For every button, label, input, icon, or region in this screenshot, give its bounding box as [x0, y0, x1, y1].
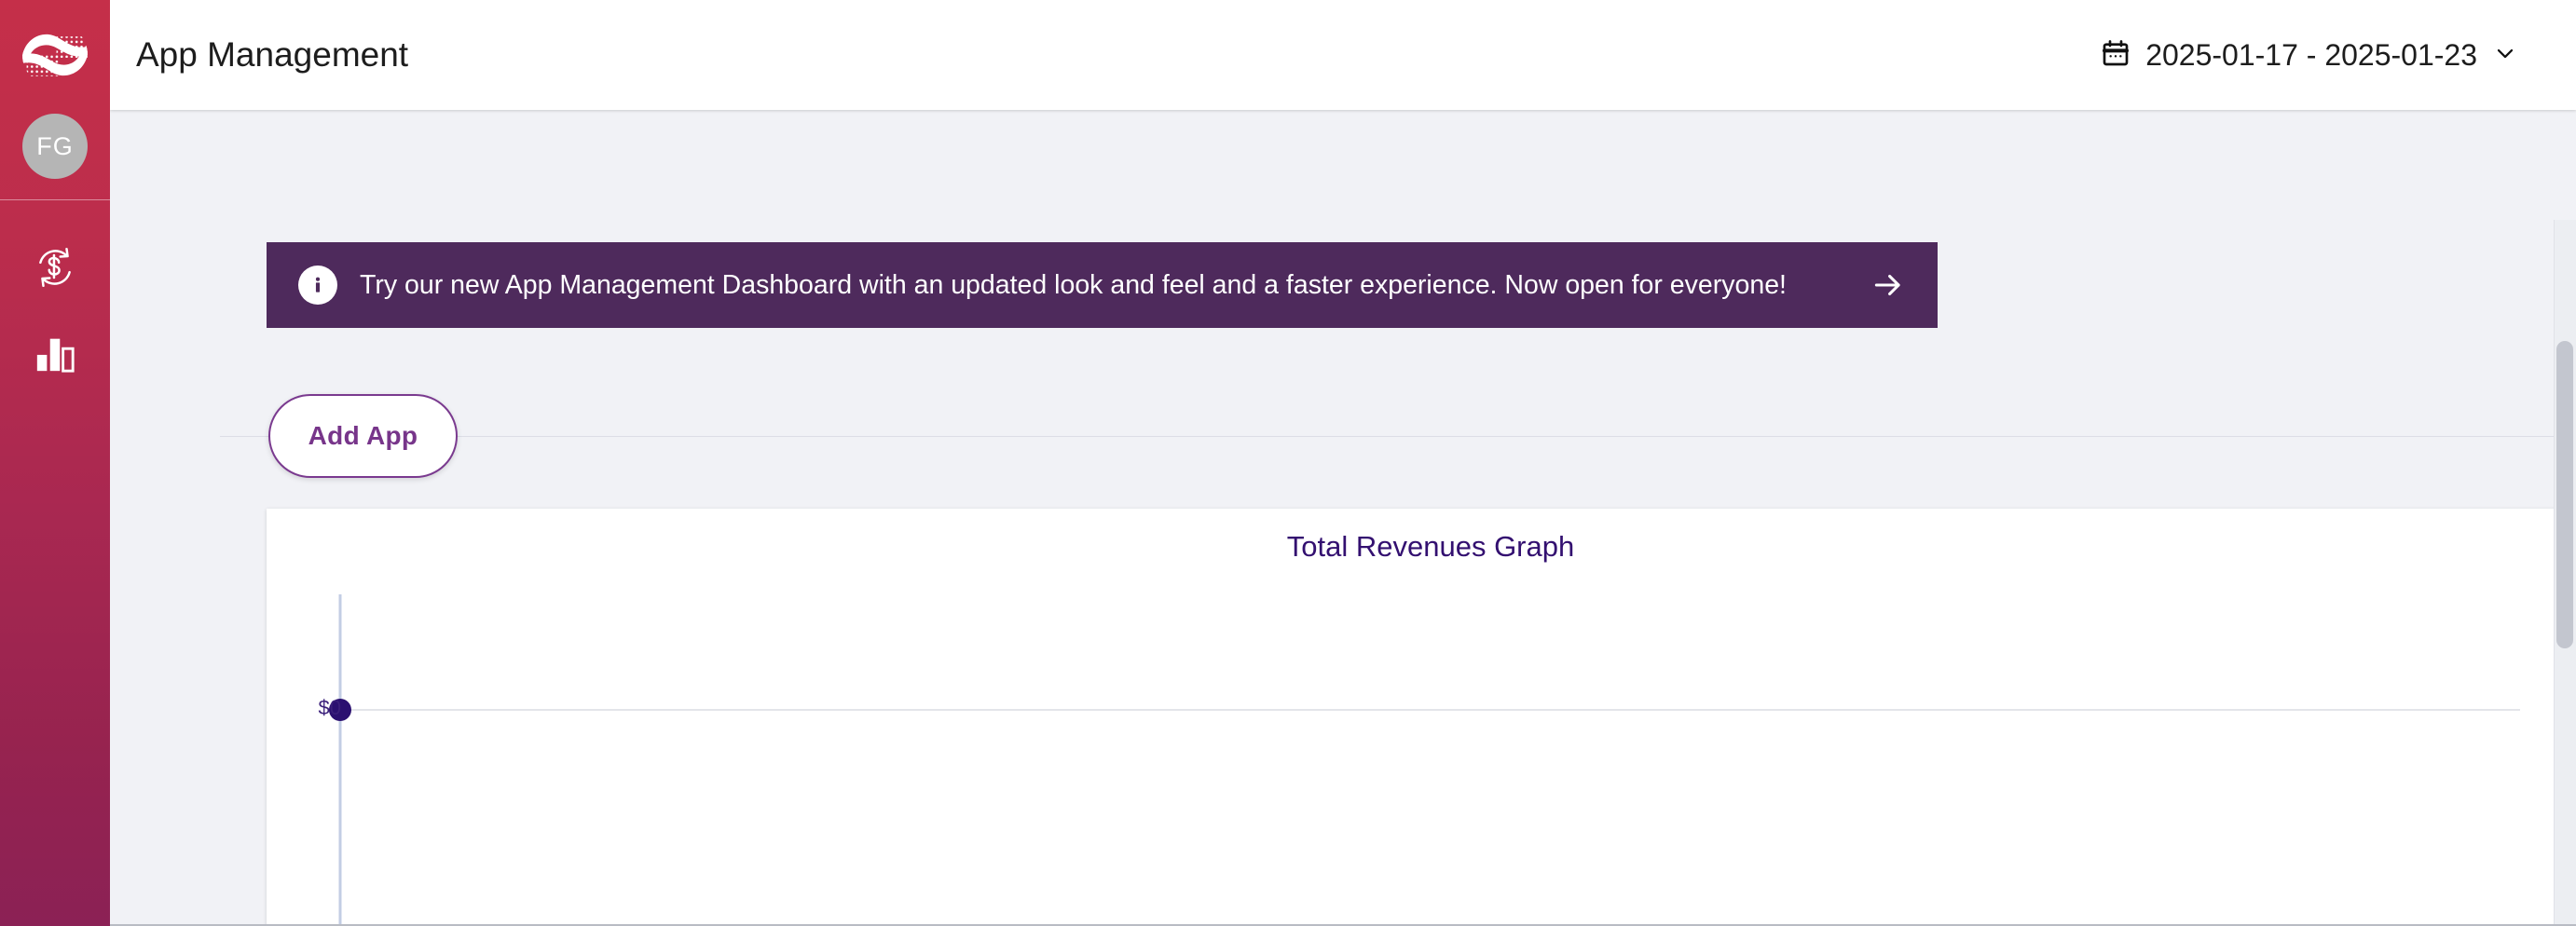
avatar-initials: FG	[36, 131, 74, 160]
sidebar-item-analytics[interactable]	[0, 312, 110, 398]
sidebar: FG	[0, 0, 110, 926]
toolbar-divider	[220, 436, 2576, 437]
chevron-down-icon[interactable]	[2492, 40, 2518, 71]
vertical-scrollbar-thumb[interactable]	[2556, 341, 2573, 648]
chart-title: Total Revenues Graph	[1286, 530, 1575, 563]
page-title: App Management	[136, 35, 409, 74]
calendar-icon	[2101, 38, 2131, 73]
sidebar-nav	[0, 200, 110, 398]
brand-logo-icon[interactable]	[15, 15, 95, 95]
avatar[interactable]: FG	[22, 114, 88, 179]
y-tick-label-0: $0	[318, 696, 341, 719]
promo-banner[interactable]: Try our new App Management Dashboard wit…	[267, 242, 1938, 328]
dollar-refresh-icon	[32, 244, 78, 295]
total-revenues-card: Total Revenues Graph $0 17. Jan	[267, 509, 2576, 926]
bar-chart-icon	[34, 332, 76, 379]
arrow-right-icon[interactable]	[1870, 267, 1906, 303]
data-point-17-jan	[329, 699, 351, 721]
sidebar-item-revenue[interactable]	[0, 226, 110, 312]
add-app-button[interactable]: Add App	[268, 394, 458, 478]
date-range-value: 2025-01-17 - 2025-01-23	[2145, 37, 2477, 72]
bottom-edge	[110, 924, 2576, 926]
top-bar: App Management 2025-01-17 - 2025-01-23	[110, 0, 2576, 110]
revenue-line-chart[interactable]	[267, 509, 2576, 926]
main-area: App Management 2025-01-17 - 2025-01-23	[110, 0, 2576, 926]
vertical-scrollbar-track[interactable]	[2554, 220, 2576, 926]
date-range-picker[interactable]: 2025-01-17 - 2025-01-23	[2101, 38, 2518, 73]
info-circle-icon	[298, 266, 337, 305]
promo-banner-text: Try our new App Management Dashboard wit…	[360, 269, 1787, 300]
sidebar-divider	[0, 199, 110, 200]
content-area: Try our new App Management Dashboard wit…	[110, 110, 2576, 926]
